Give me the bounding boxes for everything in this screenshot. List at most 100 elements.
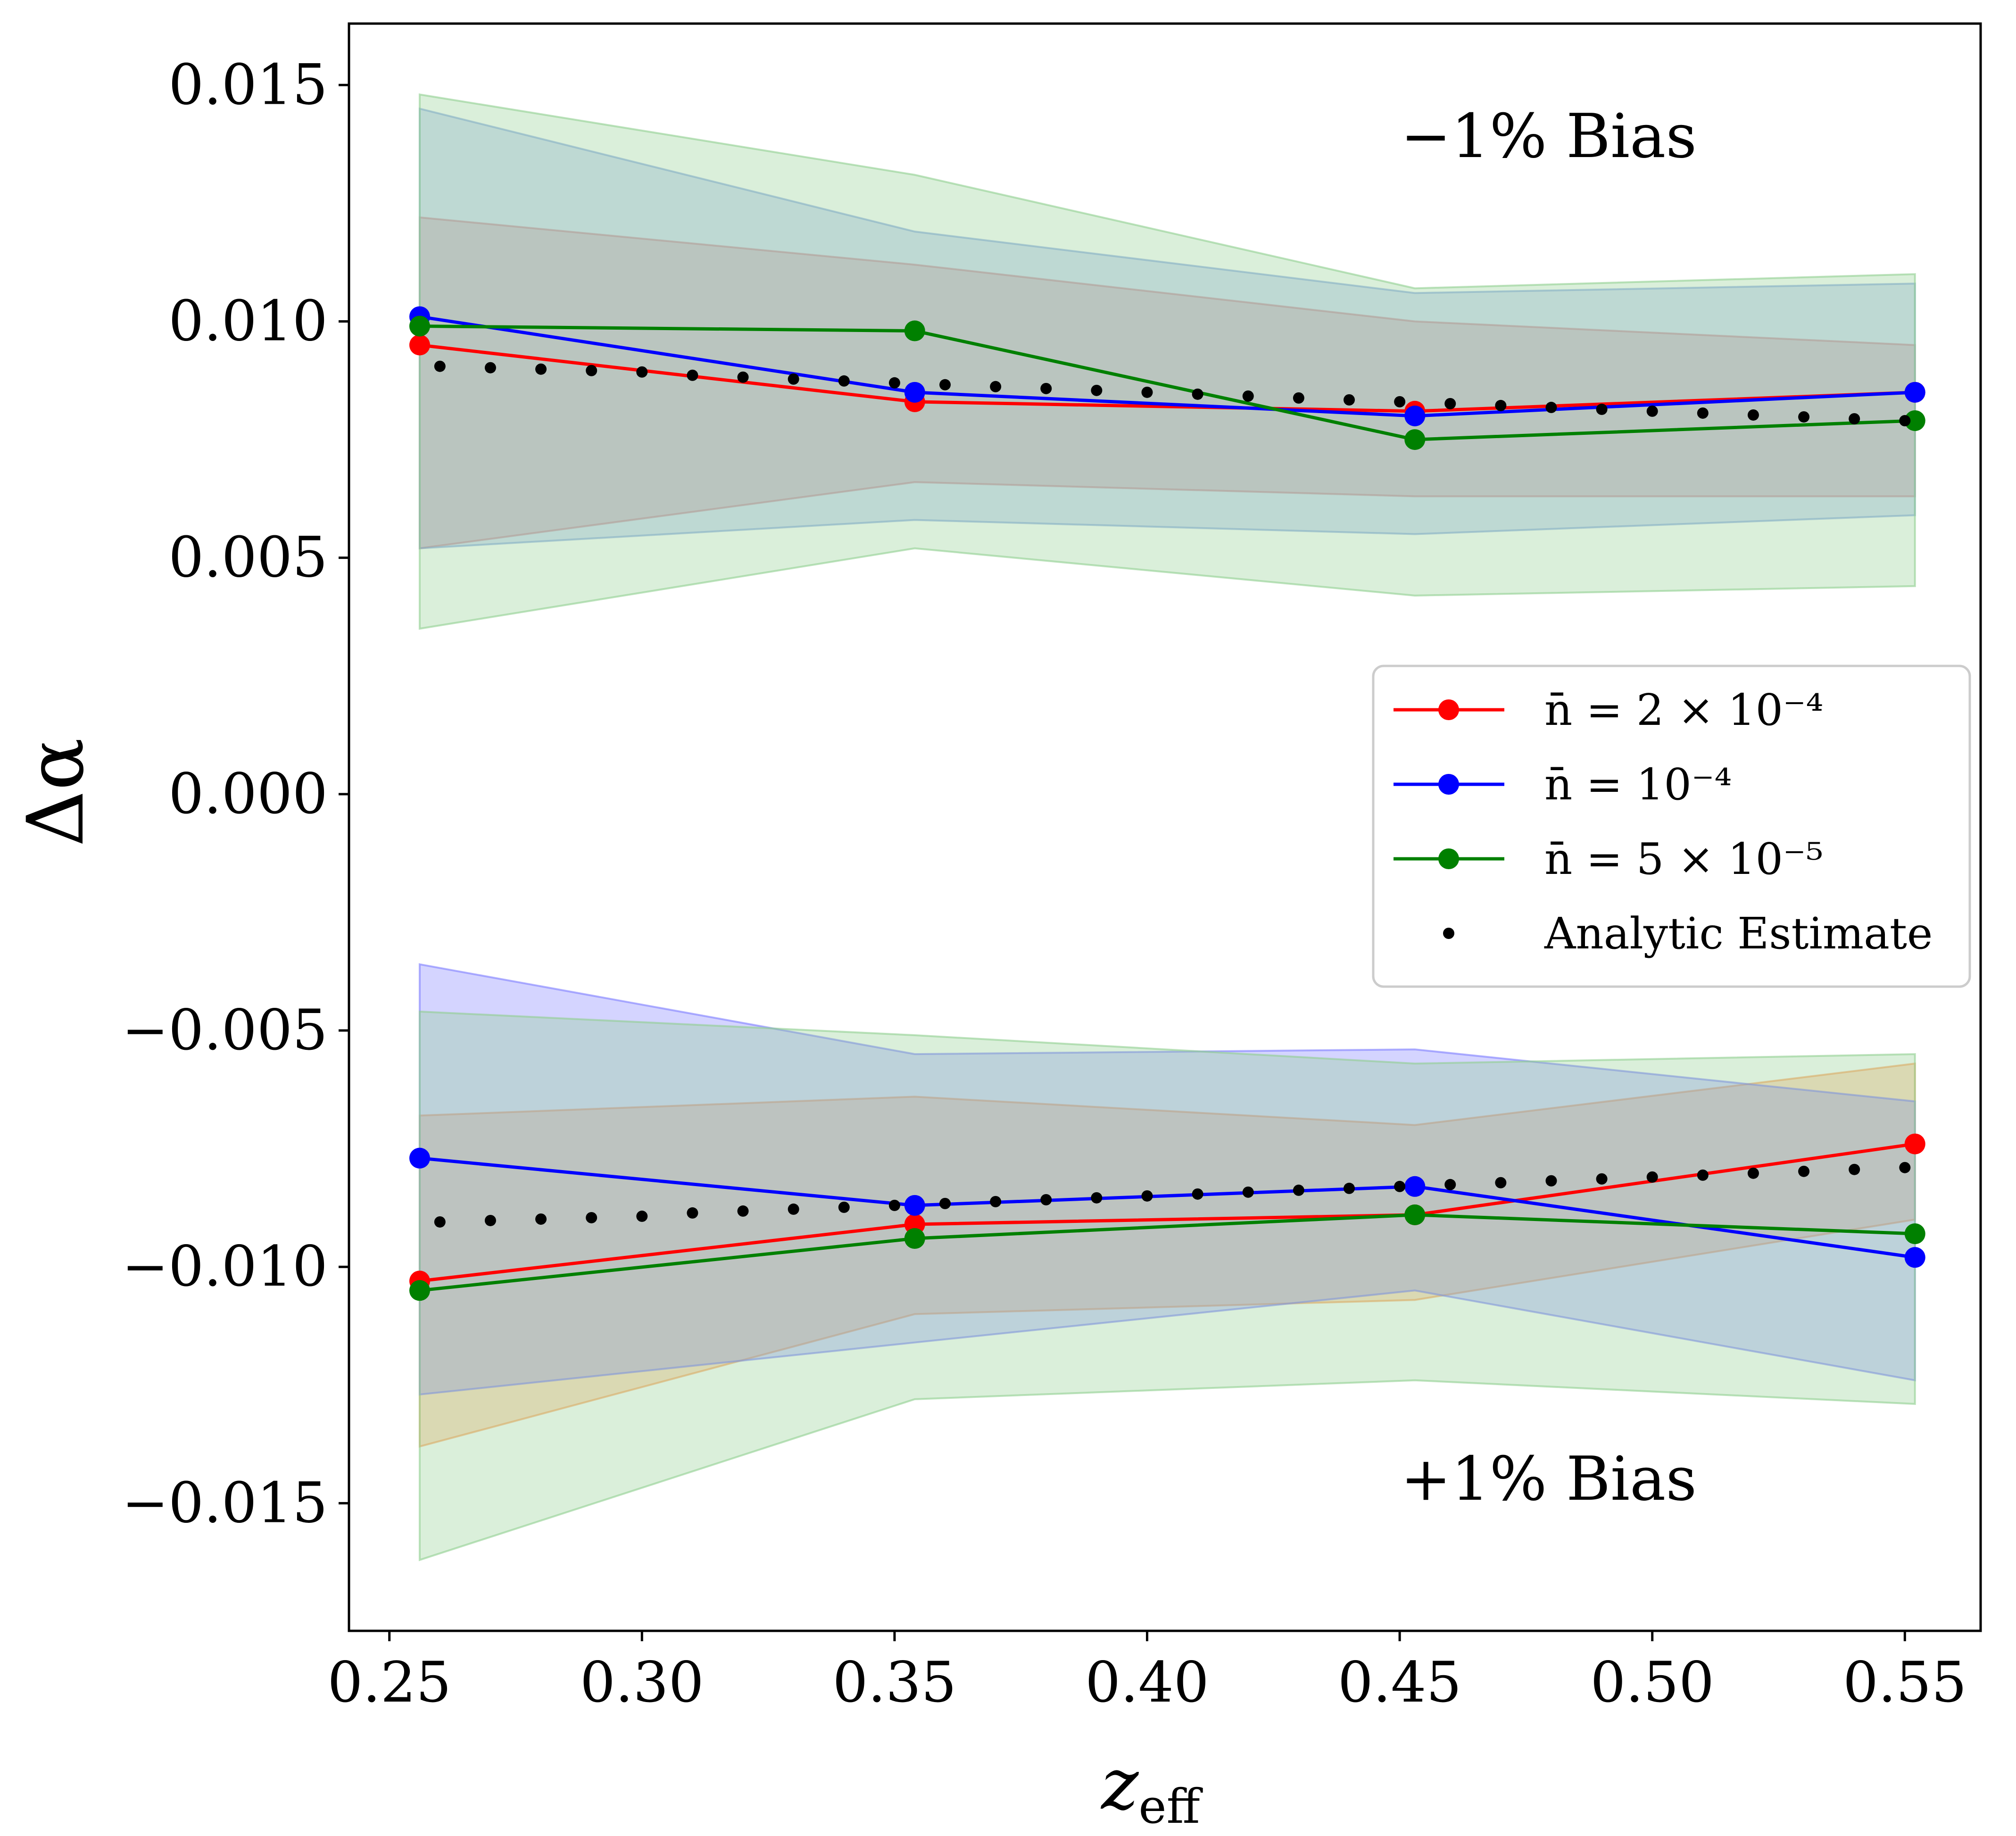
analytic-dot-minus1-19 [1394, 396, 1406, 407]
analytic-dot-plus1-13 [1091, 1192, 1103, 1204]
analytic-dot-plus1-19 [1394, 1180, 1406, 1192]
analytic-dot-minus1-23 [1596, 403, 1608, 415]
point-plus1-5-2 [1404, 1204, 1426, 1225]
legend-box [1372, 665, 1971, 988]
analytic-dot-minus1-1 [484, 362, 496, 374]
analytic-dot-plus1-18 [1343, 1182, 1355, 1194]
analytic-dot-minus1-28 [1849, 413, 1860, 424]
x-tick-label-0: 0.25 [327, 1650, 451, 1715]
x-axis-label-subscript: eff [1138, 1779, 1203, 1834]
point-plus1-4-0 [409, 1147, 430, 1169]
analytic-dot-plus1-16 [1242, 1186, 1254, 1198]
analytic-dot-minus1-4 [636, 366, 648, 378]
legend-marker-1 [1438, 774, 1459, 795]
band-minus1-2 [418, 93, 1916, 630]
y-tick-label-0: 0.015 [168, 52, 328, 117]
point-minus1-2-3 [1904, 410, 1925, 431]
analytic-dot-plus1-7 [788, 1203, 799, 1215]
analytic-dot-plus1-27 [1798, 1165, 1810, 1177]
analytic-dot-minus1-15 [1192, 388, 1203, 400]
analytic-dot-minus1-17 [1293, 392, 1304, 404]
analytic-dot-plus1-2 [535, 1213, 547, 1225]
analytic-dot-plus1-4 [636, 1210, 648, 1222]
analytic-dot-minus1-6 [737, 371, 749, 383]
x-axis-label: zeff [1100, 1744, 1203, 1834]
confidence-bands [418, 93, 1916, 1562]
point-plus1-4-3 [1904, 1247, 1925, 1268]
point-plus1-5-1 [904, 1228, 925, 1249]
analytic-dot-plus1-29 [1899, 1162, 1911, 1173]
line-minus1-1 [419, 315, 1915, 418]
analytic-dot-minus1-14 [1141, 386, 1153, 398]
analytic-dot-minus1-0 [434, 360, 446, 372]
analytic-dot-minus1-10 [939, 379, 951, 390]
analytic-dot-minus1-18 [1343, 394, 1355, 406]
analytic-dot-plus1-12 [1040, 1194, 1052, 1205]
legend-label-1: n̄ = 10⁻⁴ [1544, 759, 1732, 810]
analytic-dot-plus1-25 [1697, 1169, 1709, 1181]
line-plus1-5 [419, 1213, 1915, 1292]
analytic-dot-plus1-15 [1192, 1188, 1203, 1200]
legend-label-0: n̄ = 2 × 10⁻⁴ [1544, 685, 1823, 735]
analytic-dot-minus1-13 [1091, 384, 1103, 396]
y-axis-ticks: 0.015 0.010 0.005 0.000 −0.005 −0.010 −0.015 [122, 52, 349, 1535]
legend-label-3: Analytic Estimate [1544, 908, 1933, 959]
point-plus1-4-1 [904, 1195, 925, 1216]
analytic-dot-minus1-11 [990, 381, 1002, 392]
analytic-dot-minus1-9 [888, 377, 900, 389]
analytic-dot-minus1-29 [1899, 415, 1911, 426]
point-minus1-1-3 [1904, 382, 1925, 403]
series-lines [409, 306, 1925, 1301]
line-plus1-4 [419, 1156, 1916, 1259]
analytic-dot-minus1-22 [1545, 401, 1557, 413]
point-minus1-2-0 [409, 316, 430, 337]
analytic-dot-plus1-14 [1141, 1190, 1153, 1202]
y-tick-label-5: −0.010 [122, 1234, 328, 1299]
legend-label-2: n̄ = 5 × 10⁻⁵ [1544, 834, 1823, 884]
point-minus1-0-0 [409, 334, 430, 356]
point-plus1-4-2 [1404, 1176, 1426, 1197]
analytic-dot-plus1-28 [1849, 1163, 1860, 1175]
analytic-dot-minus1-27 [1798, 411, 1810, 423]
line-plus1-3 [419, 1142, 1916, 1283]
analytic-dot-plus1-17 [1293, 1184, 1304, 1196]
analytic-dot-plus1-1 [484, 1214, 496, 1226]
point-plus1-3-1 [904, 1213, 925, 1235]
point-minus1-2-2 [1404, 429, 1426, 450]
x-tick-label-3: 0.40 [1085, 1650, 1209, 1715]
y-tick-label-3: 0.000 [168, 761, 328, 826]
legend-marker-0 [1438, 699, 1459, 720]
legend: n̄ = 2 × 10⁻⁴ n̄ = 10⁻⁴ n̄ = 5 × 10⁻⁵ Analy… [1372, 665, 1971, 988]
analytic-dot-minus1-16 [1242, 390, 1254, 402]
x-tick-label-4: 0.45 [1338, 1650, 1462, 1715]
y-tick-label-2: 0.005 [168, 525, 328, 590]
y-tick-label-1: 0.010 [168, 288, 328, 353]
analytic-dot-minus1-25 [1697, 407, 1709, 419]
line-minus1-0 [419, 343, 1915, 413]
analytic-dot-minus1-24 [1646, 405, 1658, 417]
analytic-dot-minus1-7 [788, 373, 799, 385]
analytic-dot-plus1-22 [1545, 1175, 1557, 1187]
analytic-dot-minus1-8 [838, 375, 850, 387]
analytic-estimate-dots [434, 360, 1911, 1228]
legend-marker-3 [1443, 928, 1454, 939]
analytic-dot-plus1-5 [687, 1207, 698, 1219]
analytic-dot-minus1-21 [1495, 399, 1507, 411]
x-tick-label-1: 0.30 [580, 1650, 704, 1715]
analytic-dot-plus1-8 [838, 1201, 850, 1213]
y-axis-label: Δα [10, 738, 101, 847]
analytic-dot-minus1-2 [535, 363, 547, 375]
analytic-dot-plus1-20 [1444, 1179, 1456, 1190]
point-minus1-1-2 [1404, 405, 1426, 426]
legend-marker-2 [1438, 848, 1459, 869]
x-axis-ticks: 0.25 0.30 0.35 0.40 0.45 0.50 0.55 [327, 1631, 1967, 1715]
analytic-dot-minus1-26 [1747, 409, 1759, 421]
point-minus1-1-1 [904, 382, 925, 403]
point-minus1-2-1 [904, 320, 925, 341]
analytic-dot-plus1-11 [990, 1196, 1002, 1207]
analytic-dot-plus1-21 [1495, 1177, 1507, 1188]
y-tick-label-6: −0.015 [122, 1470, 328, 1535]
band-plus1-5 [418, 1010, 1916, 1562]
x-axis-label-main: z [1100, 1744, 1139, 1826]
